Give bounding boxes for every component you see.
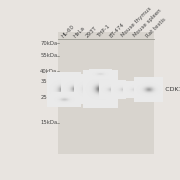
Text: 25kDa: 25kDa [40, 95, 57, 100]
Text: 40kDa: 40kDa [40, 69, 57, 74]
Text: HeLa: HeLa [73, 25, 86, 38]
Text: HL-60: HL-60 [60, 23, 75, 38]
Text: THP-1: THP-1 [97, 23, 111, 38]
Text: — CDK1: — CDK1 [157, 87, 180, 92]
Text: Mouse spleen: Mouse spleen [133, 8, 163, 38]
Text: Mouse thymus: Mouse thymus [121, 6, 153, 38]
Text: Rat testis: Rat testis [145, 16, 167, 38]
Text: 293T: 293T [85, 25, 98, 38]
Text: 15kDa: 15kDa [40, 120, 57, 125]
Text: BT-474: BT-474 [109, 21, 126, 38]
Bar [58, 32, 154, 154]
Text: 55kDa: 55kDa [40, 53, 57, 58]
Text: 35kDa: 35kDa [40, 79, 57, 84]
Text: 70kDa: 70kDa [40, 40, 57, 46]
